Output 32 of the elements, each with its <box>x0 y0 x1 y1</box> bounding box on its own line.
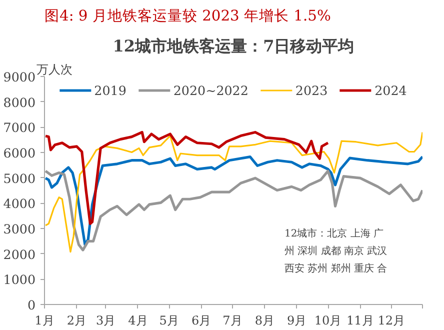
x-tick-label: 1月 <box>34 314 54 328</box>
y-tick-label: 8000 <box>3 94 36 110</box>
x-tick-label: 8月 <box>254 314 274 328</box>
legend-label: 2019 <box>94 82 126 98</box>
y-tick-label: 5000 <box>3 170 36 186</box>
x-tick-label: 5月 <box>159 314 179 328</box>
y-axis-title: 万人次 <box>36 62 72 76</box>
y-tick-label: 4000 <box>3 196 36 212</box>
x-tick-label: 4月 <box>128 314 148 328</box>
x-tick-label: 10月 <box>314 314 342 328</box>
legend-label: 2024 <box>374 82 407 98</box>
x-tick-label: 7月 <box>222 314 242 328</box>
annotation: 12城市：北京 上海 广州 深圳 成都 南京 武汉西安 苏州 郑州 重庆 合 <box>284 227 388 274</box>
y-tick-label: 7000 <box>3 120 36 136</box>
y-tick-label: 6000 <box>3 146 36 160</box>
x-tick-label: 2月 <box>66 314 87 328</box>
legend-label: 2023 <box>295 82 328 98</box>
y-tick-label: 1000 <box>3 272 36 288</box>
y-tick-label: 3000 <box>3 222 36 236</box>
legend-label: 2020~2022 <box>173 82 248 98</box>
x-tick-label: 3月 <box>96 314 116 328</box>
y-tick-label: 9000 <box>3 70 36 84</box>
y-tick-label: 0 <box>27 298 36 312</box>
chart-subtitle: 12城市地铁客运量：7日移动平均 <box>112 36 354 56</box>
x-tick-label: 6月 <box>191 314 212 328</box>
x-tick-label: 12月 <box>378 314 405 328</box>
chart-title: 图4: 9 月地铁客运量较 2023 年增长 1.5% <box>44 8 331 24</box>
y-tick-label: 2000 <box>3 246 36 262</box>
x-tick-label: 11月 <box>346 314 374 328</box>
line-series <box>44 156 422 246</box>
x-tick-label: 9月 <box>287 314 307 328</box>
line-series <box>44 130 330 225</box>
